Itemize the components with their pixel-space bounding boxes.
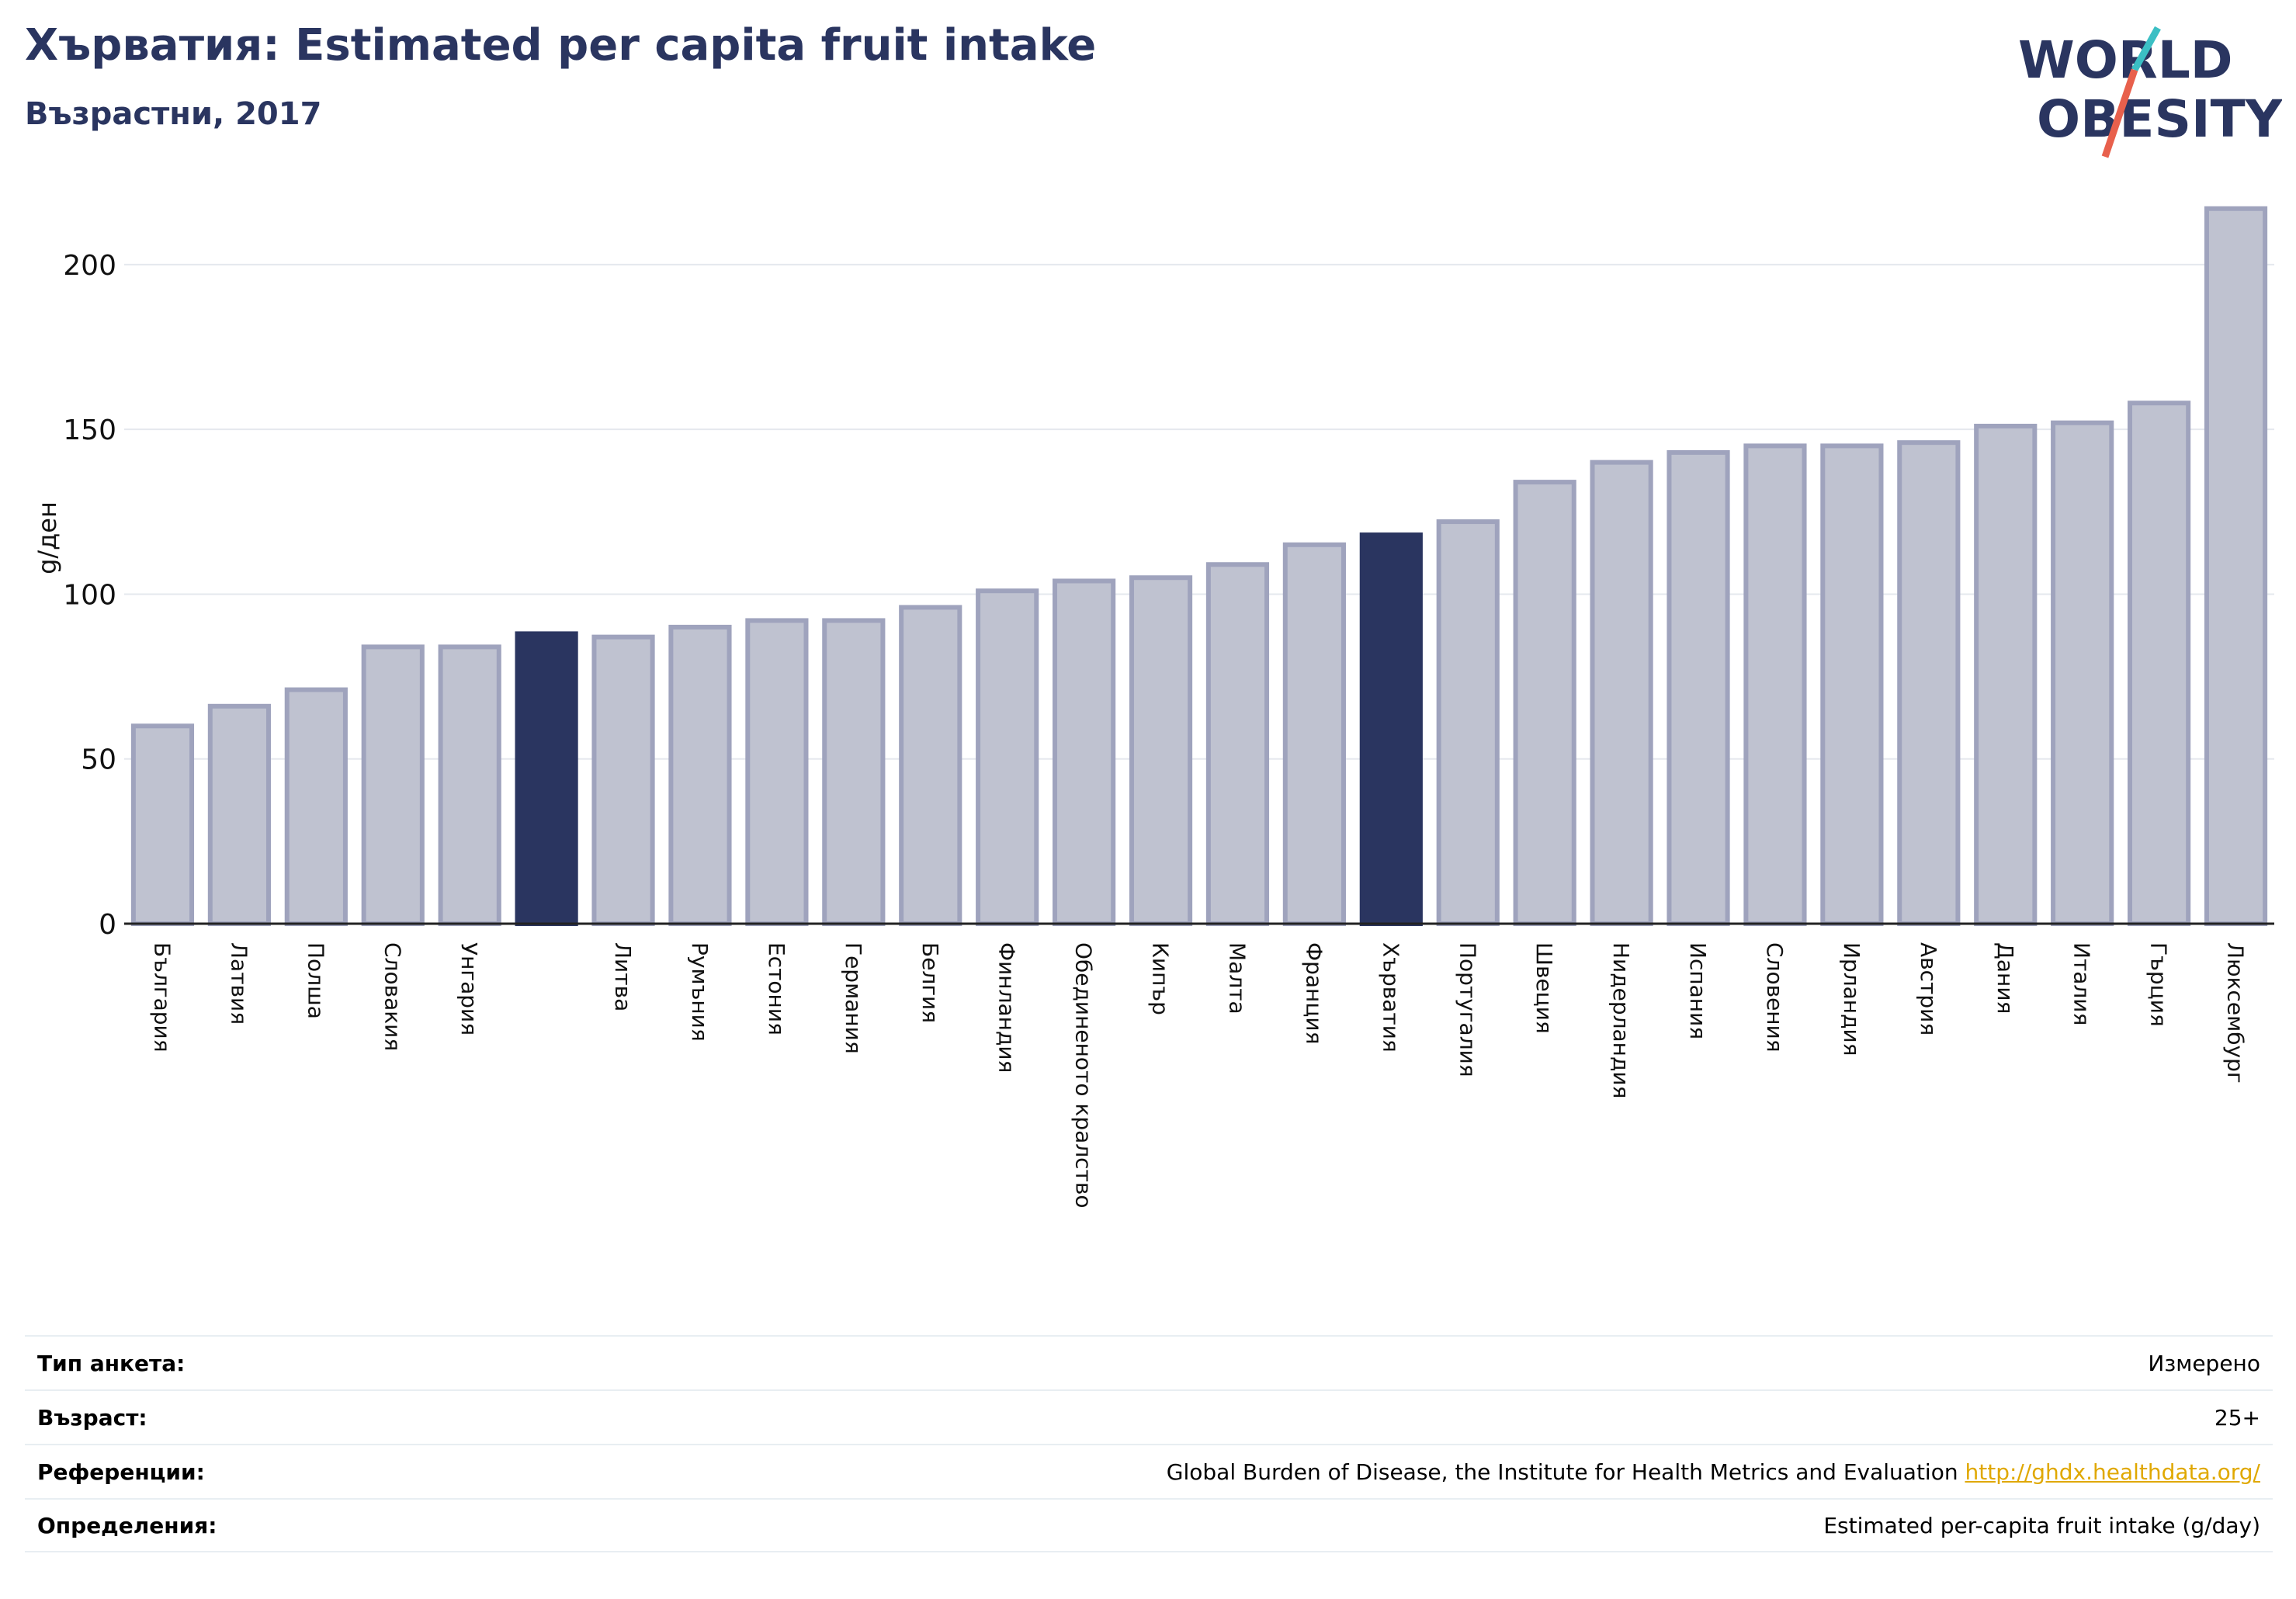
x-tick-label: Хърватия: [1378, 942, 1403, 1053]
x-tick-label: Литва: [610, 942, 636, 1011]
x-tick-label: Швеция: [1531, 942, 1557, 1034]
bar: [1436, 519, 1500, 926]
x-tick-label: Дания: [1993, 942, 2018, 1014]
bar: [1129, 575, 1193, 927]
x-tick-label: България: [149, 942, 175, 1053]
y-tick-label: 50: [81, 744, 116, 776]
bar: [2051, 420, 2114, 926]
bar: [1820, 443, 1884, 926]
x-tick-label: Ирландия: [1839, 942, 1864, 1056]
x-tick-label: Португалия: [1455, 942, 1480, 1077]
bar: [899, 605, 962, 926]
logo-slash-red: [2101, 68, 2138, 158]
logo-word-world: WORLD: [2018, 30, 2233, 90]
y-tick-label: 150: [63, 414, 116, 446]
bar: [1590, 460, 1653, 926]
y-axis-label: g/ден: [33, 501, 62, 574]
x-tick-label: Белгия: [917, 942, 943, 1023]
bar: [1743, 443, 1807, 926]
bar: [976, 588, 1039, 927]
reference-link[interactable]: http://ghdx.healthdata.org/: [1965, 1459, 2260, 1485]
info-label: Референции:: [37, 1459, 205, 1485]
info-row-survey-type: Тип анкета: Измерено: [25, 1335, 2273, 1389]
bar: [668, 624, 732, 927]
bar: [438, 644, 501, 927]
bar: [1974, 423, 2038, 926]
bar: [1282, 542, 1346, 926]
x-tick-label: Полша: [303, 942, 328, 1019]
x-tick-label: Латвия: [226, 942, 251, 1025]
bar: [2128, 401, 2191, 926]
y-tick-label: 0: [99, 909, 116, 941]
bar: [284, 687, 348, 927]
x-tick-label: Финландия: [994, 942, 1020, 1073]
bar: [745, 618, 809, 926]
x-tick-label: Естония: [764, 942, 789, 1035]
world-obesity-logo: WORLD OBESITY: [2018, 26, 2282, 158]
chart-title: Хърватия: Estimated per capita fruit int…: [25, 20, 1097, 71]
x-tick-label: Румъния: [687, 942, 713, 1042]
info-value-references: Global Burden of Disease, the Institute …: [1167, 1459, 2260, 1485]
info-label: Тип анкета:: [37, 1350, 186, 1376]
bar: [2204, 206, 2268, 926]
bar: [1897, 440, 1961, 926]
bar: [591, 634, 655, 926]
x-tick-label: Германия: [841, 942, 866, 1054]
x-tick-label: Обединеното кралство: [1071, 942, 1097, 1208]
x-tick-label: Испания: [1685, 942, 1711, 1039]
bar-highlighted: [515, 631, 578, 927]
x-tick-label: Гърция: [2146, 942, 2172, 1027]
x-tick-label: Кипър: [1148, 942, 1174, 1015]
bar: [1053, 578, 1116, 926]
bar-chart: 0 50 100 150 200 g/ден България Латвия Полша Слов…: [33, 206, 2274, 1208]
bar: [1667, 449, 1730, 926]
info-table: Тип анкета: Измерено Възраст: 25+ Рефере…: [25, 1335, 2273, 1552]
chart-subtitle: Възрастни, 2017: [25, 96, 322, 132]
y-tick-label: 100: [63, 579, 116, 611]
bar: [130, 723, 195, 926]
info-value: Измерено: [2148, 1350, 2260, 1376]
bar: [361, 644, 425, 927]
logo-slash-teal: [2131, 26, 2161, 72]
bar: [1513, 480, 1576, 926]
bar: [822, 618, 886, 926]
x-tick-label: Словения: [1762, 942, 1788, 1053]
x-tick-label: Люксембург: [2223, 942, 2249, 1084]
info-row-age: Възраст: 25+: [25, 1389, 2273, 1444]
y-tick-label: 200: [63, 250, 116, 282]
x-tick-label: Италия: [2069, 942, 2095, 1025]
info-value: 25+: [2214, 1404, 2260, 1431]
info-row-definitions: Определения: Estimated per-capita fruit …: [25, 1498, 2273, 1552]
info-value: Estimated per-capita fruit intake (g/day…: [1823, 1512, 2260, 1538]
x-tick-label: Австрия: [1916, 942, 1941, 1035]
reference-text: Global Burden of Disease, the Institute …: [1166, 1459, 1965, 1485]
logo-word-obesity: OBESITY: [2037, 89, 2282, 149]
info-label: Определения:: [37, 1512, 217, 1538]
bar: [1205, 562, 1270, 927]
x-tick-label: Франция: [1301, 942, 1327, 1044]
info-label: Възраст:: [37, 1404, 147, 1431]
bar: [207, 703, 271, 926]
bar-highlighted: [1359, 532, 1423, 926]
x-tick-label: Нидерландия: [1608, 942, 1634, 1098]
x-tick-label: Словакия: [380, 942, 405, 1051]
x-tick-label: Унгария: [456, 942, 482, 1035]
info-row-references: Референции: Global Burden of Disease, th…: [25, 1444, 2273, 1498]
x-tick-label: Малта: [1224, 942, 1250, 1015]
